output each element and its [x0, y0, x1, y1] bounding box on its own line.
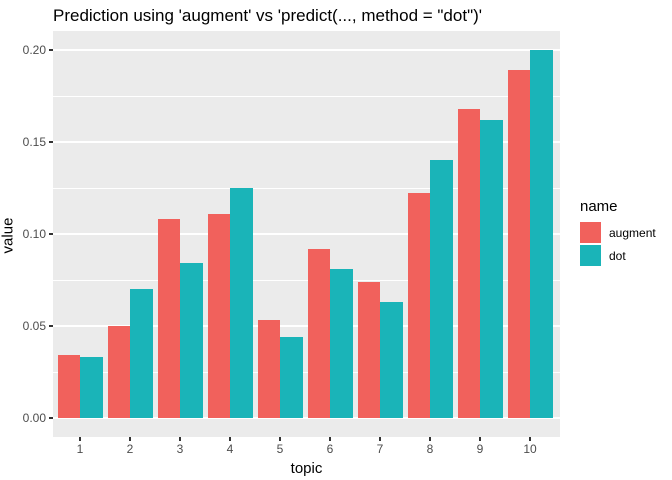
legend-item-dot: dot — [580, 245, 656, 266]
y-tick-mark — [49, 325, 53, 327]
bar-augment-topic-9 — [457, 108, 480, 418]
x-tick-label: 6 — [326, 442, 334, 456]
x-tick-mark — [279, 437, 281, 441]
x-tick-label: 10 — [523, 442, 537, 456]
bar-dot-topic-10 — [530, 49, 553, 418]
x-tick-label: 8 — [426, 442, 434, 456]
legend-swatch-dot — [580, 245, 601, 266]
bar-dot-topic-5 — [280, 336, 303, 418]
bar-augment-topic-5 — [257, 320, 280, 418]
gridline-major — [53, 140, 560, 143]
legend-item-augment: augment — [580, 222, 656, 243]
x-tick-mark — [379, 437, 381, 441]
gridline-major — [53, 48, 560, 51]
gridline-minor — [53, 279, 560, 281]
plot-panel — [53, 31, 560, 437]
gridline-major — [53, 417, 560, 419]
gridline-minor — [53, 95, 560, 97]
x-tick-mark — [179, 437, 181, 441]
x-tick-label: 2 — [126, 442, 134, 456]
bar-dot-topic-7 — [380, 302, 403, 418]
bar-dot-topic-6 — [330, 268, 353, 418]
bar-dot-topic-1 — [80, 357, 103, 418]
bar-augment-topic-10 — [507, 70, 530, 418]
y-tick-mark — [49, 233, 53, 235]
bar-dot-topic-2 — [130, 289, 153, 418]
bar-augment-topic-7 — [357, 281, 380, 418]
y-tick-mark — [49, 49, 53, 51]
legend-label: augment — [609, 225, 656, 240]
x-tick-label: 3 — [176, 442, 184, 456]
legend-items: augment dot — [580, 222, 656, 266]
x-tick-label: 5 — [276, 442, 284, 456]
x-tick-label: 1 — [76, 442, 84, 456]
y-tick-mark — [49, 417, 53, 419]
legend-title: name — [580, 198, 618, 215]
bar-augment-topic-6 — [307, 248, 330, 418]
bar-augment-topic-4 — [207, 213, 230, 418]
x-tick-mark — [479, 437, 481, 441]
chart-title: Prediction using 'augment' vs 'predict(.… — [53, 6, 483, 25]
y-tick-label: 0.15 — [22, 134, 46, 149]
x-tick-mark — [329, 437, 331, 441]
x-axis-title: topic — [290, 460, 323, 477]
x-tick-label: 4 — [226, 442, 234, 456]
x-tick-mark — [229, 437, 231, 441]
x-tick-mark — [429, 437, 431, 441]
bar-augment-topic-8 — [407, 193, 430, 418]
bar-dot-topic-4 — [230, 187, 253, 418]
bar-augment-topic-2 — [107, 325, 130, 418]
gridline-major — [53, 324, 560, 327]
gridline-major — [53, 232, 560, 235]
gridline-minor — [53, 187, 560, 189]
x-tick-label: 7 — [376, 442, 384, 456]
gridline-minor — [53, 371, 560, 373]
legend-label: dot — [609, 248, 626, 263]
y-tick-label: 0.05 — [22, 318, 46, 333]
y-tick-mark — [49, 141, 53, 143]
x-tick-mark — [529, 437, 531, 441]
bar-dot-topic-3 — [180, 263, 203, 418]
bar-augment-topic-1 — [57, 355, 80, 418]
y-tick-label: 0.20 — [22, 42, 46, 57]
y-axis-title: value — [0, 217, 17, 254]
bar-augment-topic-3 — [157, 219, 180, 418]
x-tick-label: 9 — [476, 442, 484, 456]
y-tick-label: 0.00 — [22, 411, 46, 425]
x-tick-mark — [129, 437, 131, 441]
bar-dot-topic-9 — [480, 119, 503, 418]
x-tick-mark — [79, 437, 81, 441]
bar-dot-topic-8 — [430, 160, 453, 418]
y-tick-label: 0.10 — [22, 226, 46, 241]
legend-swatch-augment — [580, 222, 601, 243]
legend: name augment dot — [580, 198, 656, 268]
